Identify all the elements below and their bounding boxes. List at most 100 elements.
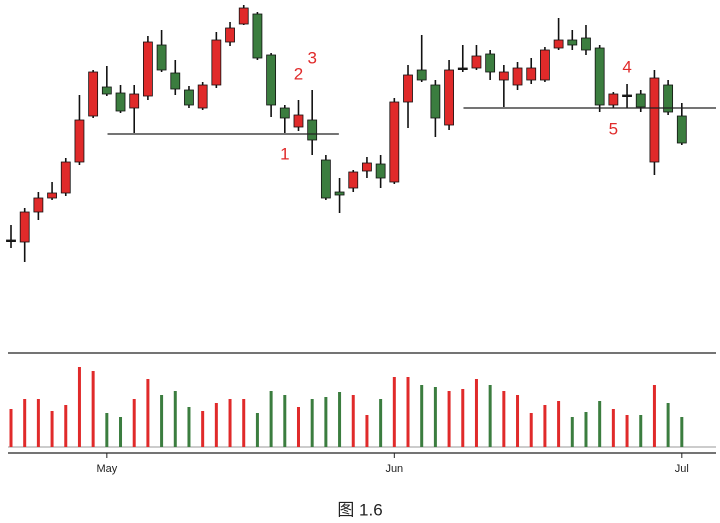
candle-body xyxy=(389,101,400,183)
volume-bar xyxy=(269,391,273,447)
candle-body xyxy=(471,55,482,69)
volume-bar xyxy=(338,392,342,447)
candle-body xyxy=(663,84,674,113)
annotation: 1 xyxy=(280,144,289,163)
volume-bar xyxy=(228,399,232,447)
candle-body xyxy=(266,54,277,106)
annotation: 3 xyxy=(307,48,316,67)
volume-bar xyxy=(502,391,506,447)
candle-body xyxy=(47,192,57,199)
x-tick-label: Jun xyxy=(385,463,403,475)
volume-bar xyxy=(255,413,259,447)
candle-body xyxy=(485,53,496,73)
candle-body xyxy=(184,89,194,106)
candle-body xyxy=(101,86,112,95)
candle-body xyxy=(19,211,30,243)
candle-body xyxy=(676,115,687,144)
candle-body xyxy=(403,74,413,103)
candle-body xyxy=(293,114,304,128)
candle-body xyxy=(608,93,619,106)
volume-bar xyxy=(625,415,629,447)
candle-body xyxy=(526,67,537,81)
candle-body xyxy=(307,119,318,141)
candle-body xyxy=(416,69,427,81)
candle-body xyxy=(252,13,263,59)
candle-body xyxy=(115,92,126,112)
volume-bar xyxy=(187,407,191,447)
candle-body xyxy=(512,67,523,86)
volume-bar xyxy=(310,399,314,447)
volume-bar xyxy=(365,415,369,447)
x-tick-label: May xyxy=(96,463,117,475)
candle-body xyxy=(375,163,386,179)
volume-bar xyxy=(379,399,383,447)
candle-body xyxy=(60,161,71,194)
volume-bar xyxy=(639,415,643,447)
caption: 图 1.6 xyxy=(337,500,382,519)
volume-bar xyxy=(433,387,437,447)
volume-bar xyxy=(584,412,588,447)
candle-body xyxy=(362,162,372,172)
volume-bar xyxy=(105,413,109,447)
volume-bar xyxy=(242,399,246,447)
candle-body xyxy=(622,94,632,98)
candle-body xyxy=(142,41,153,97)
volume-bar xyxy=(132,399,136,447)
candle-body xyxy=(211,39,222,86)
volume-bar xyxy=(557,401,561,447)
volume-bar xyxy=(324,397,328,447)
candle-body xyxy=(649,77,660,163)
volume-bar xyxy=(119,417,123,447)
volume-bar xyxy=(9,409,13,447)
candle-body xyxy=(225,27,235,43)
volume-bar xyxy=(296,407,300,447)
candle-body xyxy=(348,171,359,189)
volume-bar xyxy=(680,417,684,447)
candle-body xyxy=(88,71,99,117)
volume-bar xyxy=(652,385,656,447)
volume-bar xyxy=(146,379,150,447)
candle-body xyxy=(635,93,646,108)
volume-bar xyxy=(283,395,287,447)
candle-body xyxy=(129,93,140,109)
volume-bar xyxy=(488,385,492,447)
candle-body xyxy=(540,49,550,81)
annotation: 4 xyxy=(622,57,631,76)
candle-body xyxy=(6,239,16,243)
volume-bar xyxy=(598,401,602,447)
candle-body xyxy=(279,107,290,119)
volume-bar xyxy=(173,391,177,447)
volume-bar xyxy=(474,379,478,447)
volume-bar xyxy=(160,395,164,447)
annotation: 5 xyxy=(609,119,618,138)
volume-bar xyxy=(461,389,465,447)
volume-bar xyxy=(77,367,81,447)
volume-bar xyxy=(611,409,615,447)
candle-body xyxy=(444,69,454,126)
volume-bar xyxy=(36,399,40,447)
candle-body xyxy=(320,159,331,199)
volume-bar xyxy=(23,399,27,447)
volume-bar xyxy=(351,395,355,447)
candle-body xyxy=(498,71,509,81)
volume-bar xyxy=(50,411,54,447)
candle-body xyxy=(457,67,468,71)
volume-bar xyxy=(64,405,68,447)
volume-bar xyxy=(666,403,670,447)
volume-bar xyxy=(406,377,410,447)
candle-body xyxy=(567,39,578,46)
volume-bar xyxy=(91,371,95,447)
candle-body xyxy=(170,72,181,90)
volume-bar xyxy=(516,395,520,447)
candle-body xyxy=(430,84,441,119)
volume-bar xyxy=(420,385,424,447)
candle-body xyxy=(553,39,564,49)
volume-bar xyxy=(447,391,451,447)
volume-bar xyxy=(201,411,205,447)
candle-body xyxy=(594,47,605,106)
candle-body xyxy=(238,7,249,25)
volume-bar xyxy=(543,405,547,447)
candle-body xyxy=(581,37,591,51)
volume-bar xyxy=(392,377,396,447)
candle-body xyxy=(74,119,85,163)
